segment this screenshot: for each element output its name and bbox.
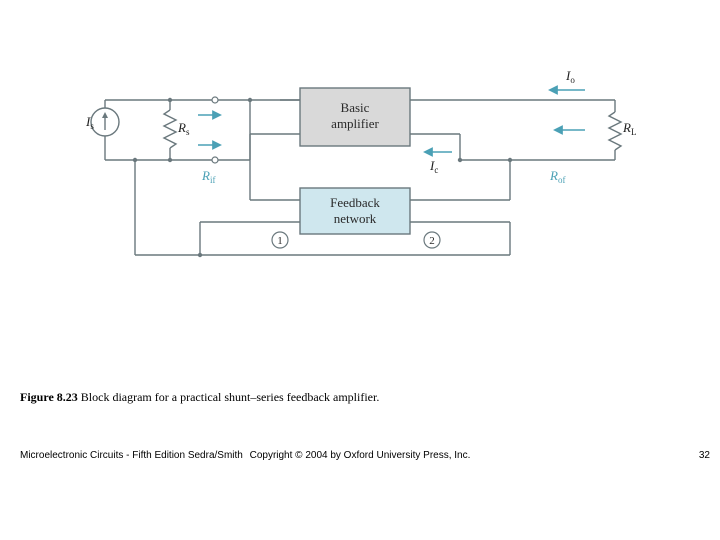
label-Io: Io	[565, 68, 575, 85]
node2-label: 2	[429, 235, 435, 247]
figure-number: Figure 8.23	[20, 390, 78, 404]
fb-label-2: network	[334, 211, 377, 226]
figure-caption-text: Block diagram for a practical shunt–seri…	[81, 390, 380, 404]
label-Rs: Rs	[177, 120, 190, 137]
label-Ic: Ic	[429, 158, 438, 175]
circuit-diagram: 1 2 Is Rs Rif Io Ic RL Rof Basic amplifi…	[80, 60, 640, 280]
label-Is: Is	[85, 114, 94, 131]
footer-center: Copyright © 2004 by Oxford University Pr…	[0, 450, 720, 461]
figure-caption: Figure 8.23 Block diagram for a practica…	[20, 390, 379, 405]
label-Rif: Rif	[201, 168, 215, 185]
circuit-svg: 1 2 Is Rs Rif Io Ic RL Rof Basic amplifi…	[80, 60, 640, 280]
amp-label-1: Basic	[341, 100, 370, 115]
port-markers	[212, 97, 218, 163]
label-RL: RL	[622, 120, 636, 137]
footer-page-number: 32	[699, 450, 710, 461]
label-Rof: Rof	[549, 168, 565, 185]
amp-label-2: amplifier	[331, 116, 379, 131]
fb-label-1: Feedback	[330, 195, 380, 210]
node1-label: 1	[277, 235, 283, 247]
